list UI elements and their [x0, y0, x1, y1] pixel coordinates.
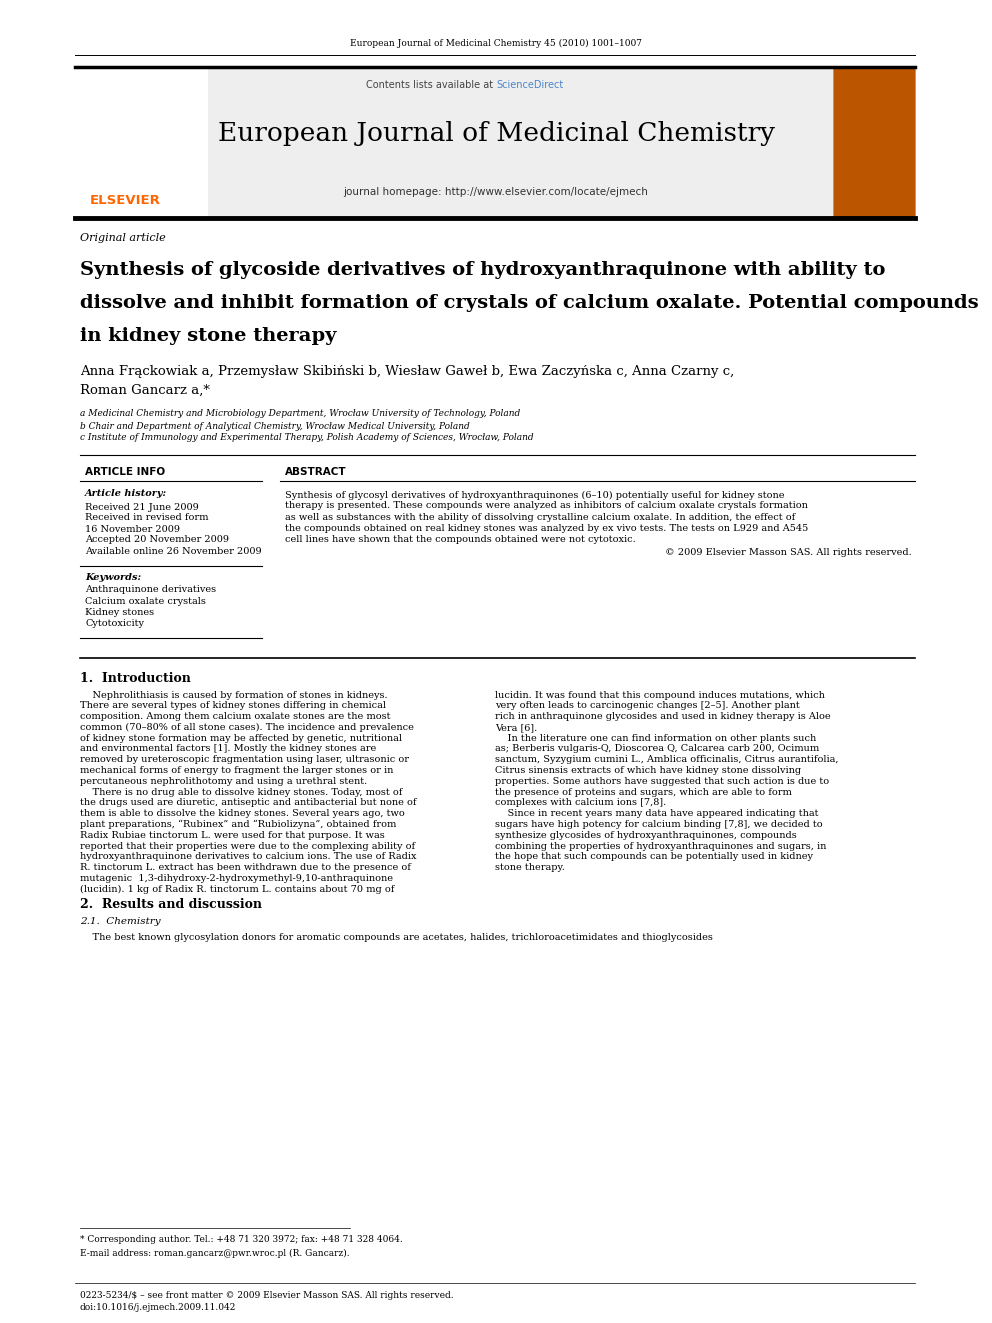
- Text: Kidney stones: Kidney stones: [85, 607, 154, 617]
- Text: Citrus sinensis extracts of which have kidney stone dissolving: Citrus sinensis extracts of which have k…: [495, 766, 802, 775]
- Text: therapy is presented. These compounds were analyzed as inhibitors of calcium oxa: therapy is presented. These compounds we…: [285, 501, 807, 511]
- Text: properties. Some authors have suggested that such action is due to: properties. Some authors have suggested …: [495, 777, 829, 786]
- Text: doi:10.1016/j.ejmech.2009.11.042: doi:10.1016/j.ejmech.2009.11.042: [80, 1303, 236, 1312]
- Text: synthesize glycosides of hydroxyanthraquinones, compounds: synthesize glycosides of hydroxyanthraqu…: [495, 831, 797, 840]
- Text: common (70–80% of all stone cases). The incidence and prevalence: common (70–80% of all stone cases). The …: [80, 722, 414, 732]
- Text: 16 November 2009: 16 November 2009: [85, 524, 180, 533]
- Text: lucidin. It was found that this compound induces mutations, which: lucidin. It was found that this compound…: [495, 691, 825, 700]
- Text: rich in anthraquinone glycosides and used in kidney therapy is Aloe: rich in anthraquinone glycosides and use…: [495, 712, 830, 721]
- Text: Accepted 20 November 2009: Accepted 20 November 2009: [85, 536, 229, 545]
- Text: Article history:: Article history:: [85, 490, 167, 499]
- Text: Nephrolithiasis is caused by formation of stones in kidneys.: Nephrolithiasis is caused by formation o…: [80, 691, 388, 700]
- Text: ABSTRACT: ABSTRACT: [285, 467, 346, 478]
- Text: the drugs used are diuretic, antiseptic and antibacterial but none of: the drugs used are diuretic, antiseptic …: [80, 799, 417, 807]
- Text: the hope that such compounds can be potentially used in kidney: the hope that such compounds can be pote…: [495, 852, 813, 861]
- Text: as; Berberis vulgaris-Q, Dioscorea Q, Calcarea carb 200, Ocimum: as; Berberis vulgaris-Q, Dioscorea Q, Ca…: [495, 745, 819, 754]
- Text: and environmental factors [1]. Mostly the kidney stones are: and environmental factors [1]. Mostly th…: [80, 745, 376, 754]
- Text: 2.1.  Chemistry: 2.1. Chemistry: [80, 917, 161, 926]
- Text: plant preparations, “Rubinex” and “Rubiolizyna”, obtained from: plant preparations, “Rubinex” and “Rubio…: [80, 820, 397, 830]
- Text: ELSEVIER: ELSEVIER: [90, 193, 161, 206]
- Text: Radix Rubiae tinctorum L. were used for that purpose. It was: Radix Rubiae tinctorum L. were used for …: [80, 831, 385, 840]
- Text: mutagenic  1,3-dihydroxy-2-hydroxymethyl-9,10-anthraquinone: mutagenic 1,3-dihydroxy-2-hydroxymethyl-…: [80, 875, 393, 882]
- Text: of kidney stone formation may be affected by genetic, nutritional: of kidney stone formation may be affecte…: [80, 734, 402, 742]
- Text: dissolve and inhibit formation of crystals of calcium oxalate. Potential compoun: dissolve and inhibit formation of crysta…: [80, 294, 979, 312]
- Text: b Chair and Department of Analytical Chemistry, Wrocław Medical University, Pola: b Chair and Department of Analytical Che…: [80, 422, 470, 430]
- Text: Received in revised form: Received in revised form: [85, 513, 208, 523]
- Text: Since in recent years many data have appeared indicating that: Since in recent years many data have app…: [495, 810, 818, 819]
- Text: Synthesis of glycosyl derivatives of hydroxyanthraquinones (6–10) potentially us: Synthesis of glycosyl derivatives of hyd…: [285, 491, 785, 500]
- Text: 0223-5234/$ – see front matter © 2009 Elsevier Masson SAS. All rights reserved.: 0223-5234/$ – see front matter © 2009 El…: [80, 1290, 453, 1299]
- Text: European Journal of Medicinal Chemistry: European Journal of Medicinal Chemistry: [217, 120, 775, 146]
- Text: as well as substances with the ability of dissolving crystalline calcium oxalate: as well as substances with the ability o…: [285, 512, 796, 521]
- Text: in kidney stone therapy: in kidney stone therapy: [80, 327, 336, 345]
- Bar: [75, 67, 208, 218]
- Text: the presence of proteins and sugars, which are able to form: the presence of proteins and sugars, whi…: [495, 787, 792, 796]
- Text: removed by ureteroscopic fragmentation using laser, ultrasonic or: removed by ureteroscopic fragmentation u…: [80, 755, 409, 765]
- Text: * Corresponding author. Tel.: +48 71 320 3972; fax: +48 71 328 4064.: * Corresponding author. Tel.: +48 71 320…: [80, 1236, 403, 1245]
- Text: Available online 26 November 2009: Available online 26 November 2009: [85, 546, 262, 556]
- Text: mechanical forms of energy to fragment the larger stones or in: mechanical forms of energy to fragment t…: [80, 766, 394, 775]
- Text: Roman Gancarz a,*: Roman Gancarz a,*: [80, 384, 210, 397]
- Text: journal homepage: http://www.elsevier.com/locate/ejmech: journal homepage: http://www.elsevier.co…: [343, 187, 649, 197]
- Text: Received 21 June 2009: Received 21 June 2009: [85, 503, 198, 512]
- Text: Vera [6].: Vera [6].: [495, 722, 538, 732]
- Text: composition. Among them calcium oxalate stones are the most: composition. Among them calcium oxalate …: [80, 712, 391, 721]
- Text: them is able to dissolve the kidney stones. Several years ago, two: them is able to dissolve the kidney ston…: [80, 810, 405, 819]
- Text: cell lines have shown that the compounds obtained were not cytotoxic.: cell lines have shown that the compounds…: [285, 534, 636, 544]
- Text: complexes with calcium ions [7,8].: complexes with calcium ions [7,8].: [495, 799, 667, 807]
- Text: Synthesis of glycoside derivatives of hydroxyanthraquinone with ability to: Synthesis of glycoside derivatives of hy…: [80, 261, 886, 279]
- Text: (lucidin). 1 kg of Radix R. tinctorum L. contains about 70 mg of: (lucidin). 1 kg of Radix R. tinctorum L.…: [80, 885, 395, 894]
- Text: R. tinctorum L. extract has been withdrawn due to the presence of: R. tinctorum L. extract has been withdra…: [80, 864, 411, 872]
- Text: a Medicinal Chemistry and Microbiology Department, Wrocław University of Technol: a Medicinal Chemistry and Microbiology D…: [80, 410, 520, 418]
- Text: There are several types of kidney stones differing in chemical: There are several types of kidney stones…: [80, 701, 386, 710]
- Text: There is no drug able to dissolve kidney stones. Today, most of: There is no drug able to dissolve kidney…: [80, 787, 403, 796]
- Text: Cytotoxicity: Cytotoxicity: [85, 618, 144, 627]
- Text: Anthraquinone derivatives: Anthraquinone derivatives: [85, 586, 216, 594]
- Text: Original article: Original article: [80, 233, 166, 243]
- Text: ARTICLE INFO: ARTICLE INFO: [85, 467, 165, 478]
- Text: Keywords:: Keywords:: [85, 573, 141, 582]
- Text: E-mail address: roman.gancarz@pwr.wroc.pl (R. Gancarz).: E-mail address: roman.gancarz@pwr.wroc.p…: [80, 1249, 349, 1258]
- Text: very often leads to carcinogenic changes [2–5]. Another plant: very often leads to carcinogenic changes…: [495, 701, 800, 710]
- Text: The best known glycosylation donors for aromatic compounds are acetates, halides: The best known glycosylation donors for …: [80, 934, 713, 942]
- Text: c Institute of Immunology and Experimental Therapy, Polish Academy of Sciences, : c Institute of Immunology and Experiment…: [80, 434, 534, 442]
- Bar: [833, 67, 915, 218]
- Text: 2.  Results and discussion: 2. Results and discussion: [80, 898, 262, 912]
- Text: In the literature one can find information on other plants such: In the literature one can find informati…: [495, 734, 816, 742]
- Text: © 2009 Elsevier Masson SAS. All rights reserved.: © 2009 Elsevier Masson SAS. All rights r…: [666, 549, 912, 557]
- Text: reported that their properties were due to the complexing ability of: reported that their properties were due …: [80, 841, 415, 851]
- Text: European Journal of Medicinal Chemistry 45 (2010) 1001–1007: European Journal of Medicinal Chemistry …: [350, 38, 642, 48]
- Text: stone therapy.: stone therapy.: [495, 864, 564, 872]
- Text: combining the properties of hydroxyanthraquinones and sugars, in: combining the properties of hydroxyanthr…: [495, 841, 826, 851]
- Text: Contents lists available at: Contents lists available at: [366, 79, 496, 90]
- Text: percutaneous nephrolithotomy and using a urethral stent.: percutaneous nephrolithotomy and using a…: [80, 777, 367, 786]
- Text: sugars have high potency for calcium binding [7,8], we decided to: sugars have high potency for calcium bin…: [495, 820, 822, 830]
- Text: the compounds obtained on real kidney stones was analyzed by ex vivo tests. The : the compounds obtained on real kidney st…: [285, 524, 808, 532]
- Text: Calcium oxalate crystals: Calcium oxalate crystals: [85, 597, 206, 606]
- Text: sanctum, Syzygium cumini L., Amblica officinalis, Citrus aurantifolia,: sanctum, Syzygium cumini L., Amblica off…: [495, 755, 838, 765]
- Text: hydroxyanthraquinone derivatives to calcium ions. The use of Radix: hydroxyanthraquinone derivatives to calc…: [80, 852, 417, 861]
- Bar: [75, 67, 915, 218]
- Text: ScienceDirect: ScienceDirect: [496, 79, 563, 90]
- Text: Anna Frąckowiak a, Przemysław Skibiński b, Wiesław Gaweł b, Ewa Zaczyńska c, Ann: Anna Frąckowiak a, Przemysław Skibiński …: [80, 365, 734, 378]
- Text: 1.  Introduction: 1. Introduction: [80, 672, 190, 684]
